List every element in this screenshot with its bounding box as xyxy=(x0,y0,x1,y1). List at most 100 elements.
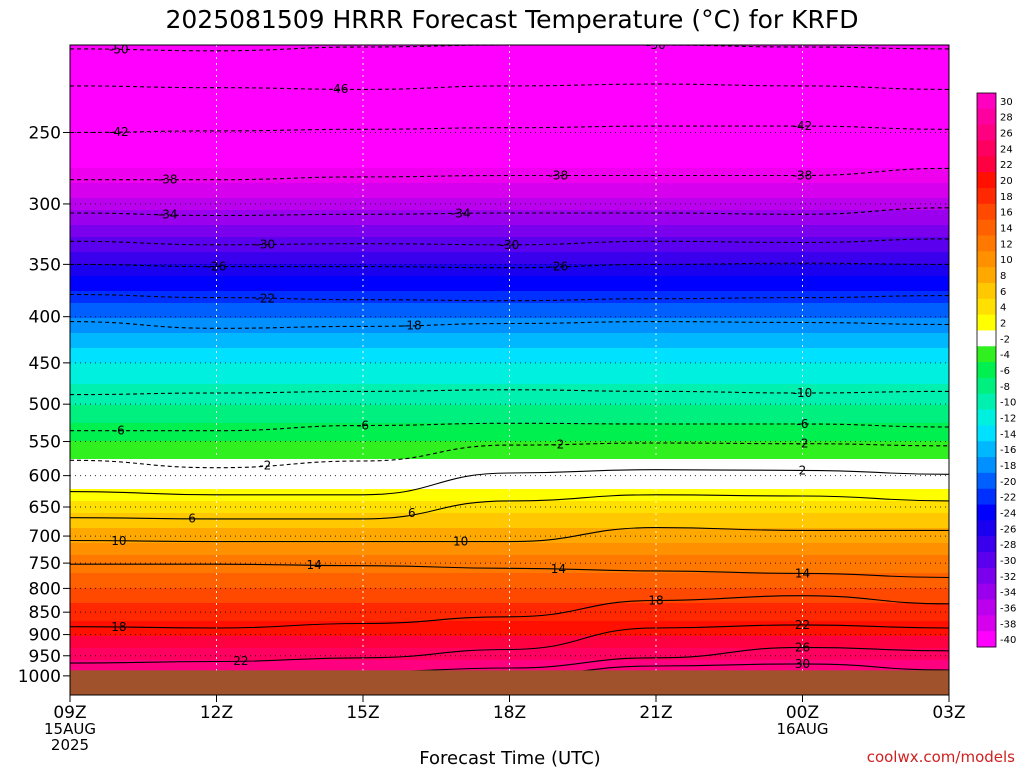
contour-line xyxy=(70,527,949,543)
chart-title: 2025081509 HRRR Forecast Temperature (°C… xyxy=(165,5,858,34)
colorbar-swatch xyxy=(977,536,996,553)
field-band xyxy=(70,336,949,340)
field-band xyxy=(70,558,949,562)
field-band xyxy=(70,144,949,148)
contour-label: -2 xyxy=(797,437,809,451)
contour-label: -46 xyxy=(329,82,349,96)
colorbar: 30 28 26 24 22 20 18 16 14 12 10 8 6 4 2 -2 -4 -6 -8 -10 -12… xyxy=(976,92,1016,648)
colorbar-swatch xyxy=(977,267,996,284)
x-tick-label: 15Z xyxy=(346,703,379,723)
field-band xyxy=(70,468,949,472)
colorbar-swatch xyxy=(977,282,996,300)
temperature-contours: -50 -50-46-42 -42-38 -38 -38-34 -34-30 -30-26-… xyxy=(70,43,949,681)
credit-text[interactable]: coolwx.com/models xyxy=(867,748,1015,766)
y-tick-label: 800 xyxy=(29,579,61,599)
field-band xyxy=(70,534,949,538)
field-band xyxy=(70,156,949,160)
field-band xyxy=(70,492,949,496)
contour-label: 14 xyxy=(551,562,566,576)
field-band xyxy=(70,90,949,94)
field-band xyxy=(70,252,949,256)
x-tick-date: 16AUG xyxy=(777,720,829,738)
contour-label: -38 xyxy=(158,173,178,187)
colorbar-label: 16 xyxy=(1000,208,1013,219)
colorbar-swatch xyxy=(977,504,996,521)
contour-label: 26 xyxy=(795,640,810,654)
colorbar-label: -14 xyxy=(1000,429,1016,440)
colorbar-label: 18 xyxy=(1000,192,1013,203)
colorbar-swatch xyxy=(977,362,996,379)
field-band xyxy=(70,78,949,82)
grid-lines xyxy=(70,45,949,695)
field-band xyxy=(70,360,949,364)
colorbar-label: -22 xyxy=(1000,493,1016,504)
field-band xyxy=(70,138,949,142)
y-tick-label: 750 xyxy=(29,554,61,574)
colorbar-swatch xyxy=(977,330,996,347)
field-band xyxy=(70,102,949,106)
colorbar-swatch xyxy=(977,187,996,205)
field-band xyxy=(70,258,949,262)
contour-label: -30 xyxy=(256,237,276,251)
colorbar-swatch xyxy=(977,124,996,141)
y-tick-label: 600 xyxy=(29,467,61,487)
field-band xyxy=(70,228,949,232)
y-tick-label: 350 xyxy=(29,255,61,275)
field-band xyxy=(70,264,949,268)
field-band xyxy=(70,348,949,352)
field-band xyxy=(70,528,949,532)
colorbar-label: 4 xyxy=(1000,303,1006,314)
field-band xyxy=(70,234,949,238)
colorbar-swatch xyxy=(977,93,996,110)
colorbar-label: -40 xyxy=(1000,635,1016,646)
y-tick-label: 700 xyxy=(29,527,61,547)
colorbar-label: 28 xyxy=(1000,113,1013,124)
colorbar-swatch xyxy=(977,393,996,410)
field-band xyxy=(70,516,949,520)
field-band xyxy=(70,612,949,616)
contour-label: 10 xyxy=(111,534,126,548)
contour-label: -6 xyxy=(797,417,809,431)
colorbar-label: -20 xyxy=(1000,477,1016,488)
colorbar-frame xyxy=(976,92,997,648)
field-band xyxy=(70,618,949,622)
contour-label: -26 xyxy=(549,260,569,274)
contour-label: -38 xyxy=(549,168,569,182)
contour-label: -50 xyxy=(109,43,129,57)
colorbar-label: 26 xyxy=(1000,129,1013,140)
field-band xyxy=(70,630,949,634)
field-band xyxy=(70,384,949,388)
field-band xyxy=(70,396,949,400)
field-band xyxy=(70,588,949,592)
field-band xyxy=(70,372,949,376)
colorbar-swatch xyxy=(977,425,996,442)
field-band xyxy=(70,522,949,526)
field-band xyxy=(70,270,949,274)
y-tick-label: 1000 xyxy=(18,667,61,687)
x-tick-date: 15AUG xyxy=(44,720,96,738)
colorbar-label: -16 xyxy=(1000,445,1016,456)
field-band xyxy=(70,120,949,124)
field-band xyxy=(70,546,949,550)
colorbar-swatch xyxy=(977,520,996,537)
colorbar-swatch xyxy=(977,140,996,157)
field-band xyxy=(70,444,949,448)
contour-label: -18 xyxy=(402,318,422,332)
colorbar-swatch xyxy=(977,472,996,490)
field-band xyxy=(70,150,949,154)
colorbar-label: 8 xyxy=(1000,271,1006,282)
field-band xyxy=(70,210,949,214)
colorbar-swatch xyxy=(977,219,996,236)
colorbar-swatch xyxy=(977,552,996,569)
field-band xyxy=(70,636,949,640)
contour-line xyxy=(70,469,949,496)
field-band xyxy=(70,54,949,58)
colorbar-swatch xyxy=(977,599,996,616)
contour-line xyxy=(70,595,949,629)
field-band xyxy=(70,324,949,328)
field-band xyxy=(70,354,949,358)
contour-label: 6 xyxy=(408,506,416,520)
contour-label: -34 xyxy=(451,206,471,220)
colorbar-label: 10 xyxy=(1000,255,1013,266)
